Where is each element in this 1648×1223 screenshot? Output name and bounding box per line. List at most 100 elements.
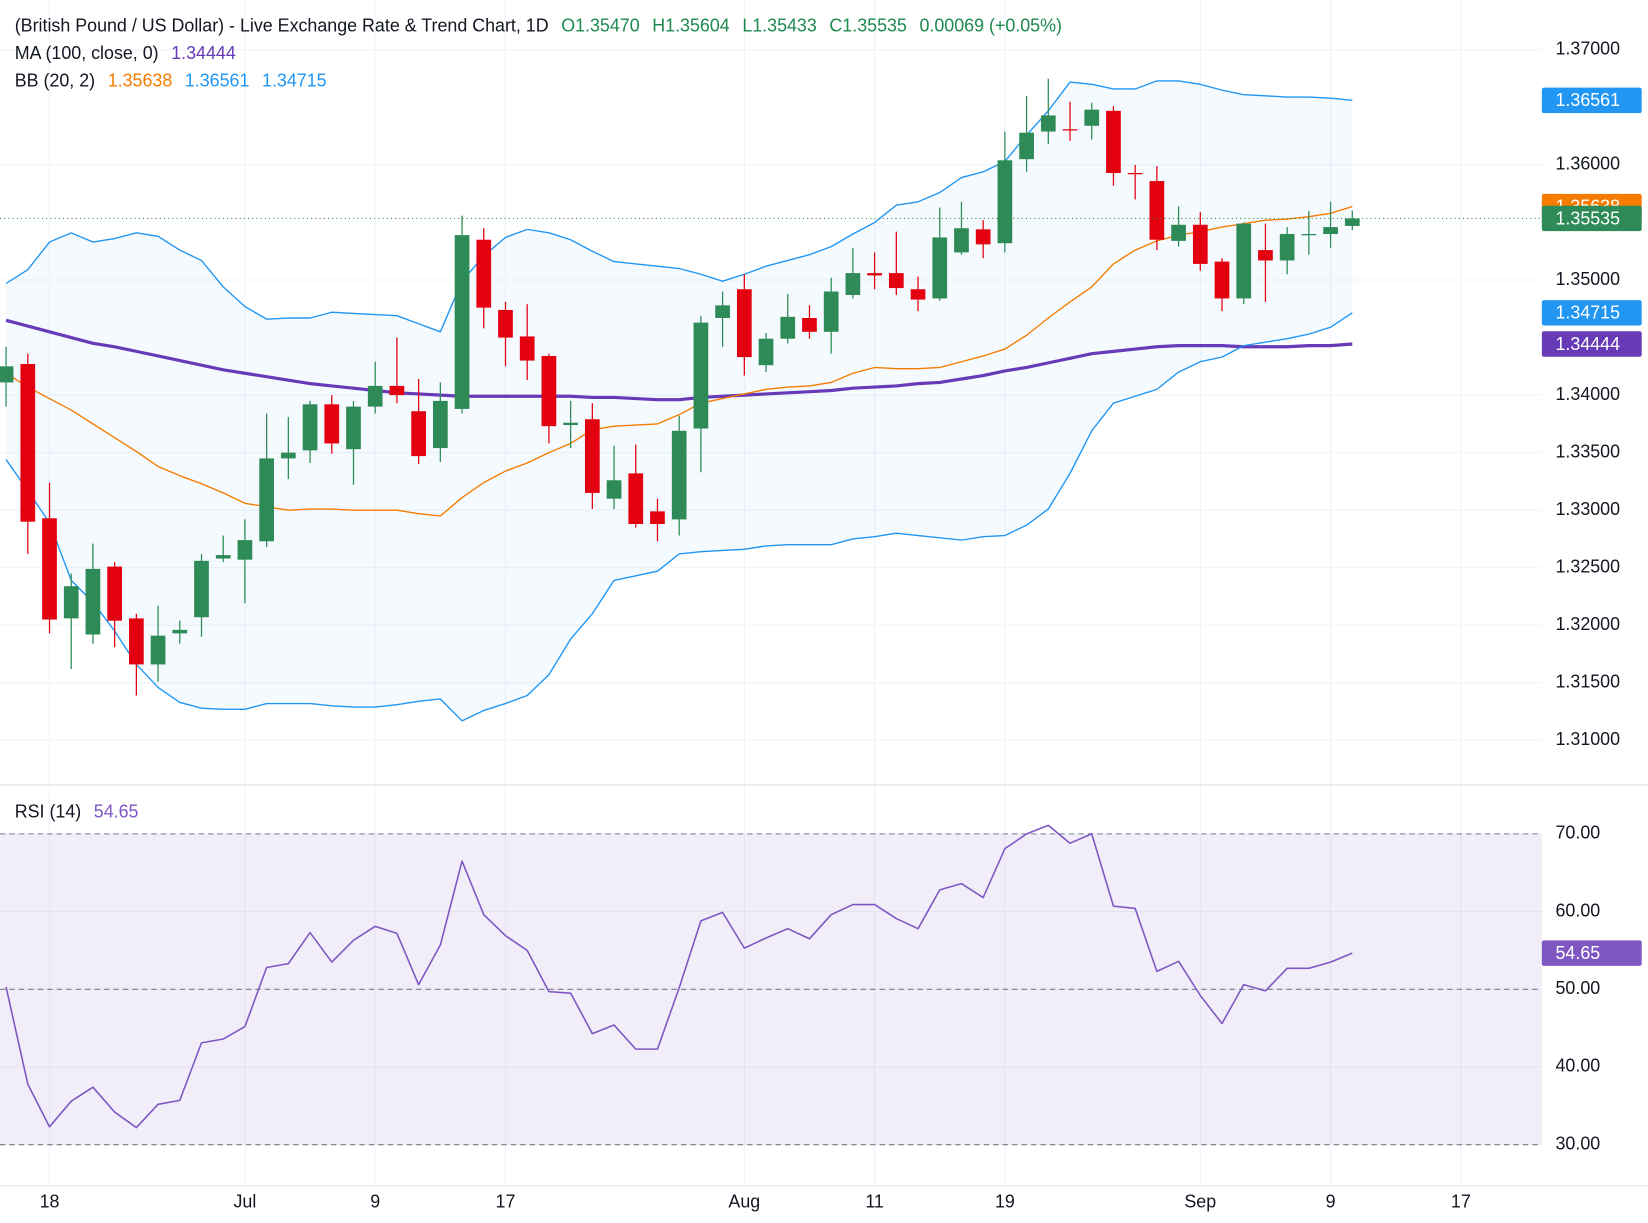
indicator-name: RSI (14) <box>15 801 81 821</box>
x-tick-label: 19 <box>995 1192 1015 1212</box>
indicator-name: MA (100, close, 0) <box>15 43 159 63</box>
x-tick-label: 17 <box>1451 1192 1471 1212</box>
price-badge <box>1541 940 1642 966</box>
candle-body <box>1236 223 1252 299</box>
candle-body <box>693 322 709 429</box>
bollinger-line <box>5 205 1353 517</box>
candle-body <box>845 273 861 295</box>
candle-body <box>888 273 904 289</box>
x-tick-label: 9 <box>370 1192 380 1212</box>
candle-body <box>476 239 492 308</box>
candle-body <box>1344 218 1360 226</box>
candle-body <box>650 511 665 525</box>
indicator-value: 1.36561 <box>185 70 250 90</box>
candle-body <box>367 385 383 407</box>
candle-body <box>20 364 36 522</box>
candle-body <box>129 618 144 665</box>
candle-body <box>541 355 557 427</box>
candle-body <box>997 160 1013 244</box>
price-badge <box>1541 300 1642 326</box>
price-badge <box>1541 331 1642 357</box>
x-tick-label: 17 <box>496 1192 516 1212</box>
ohlc-label: H1.35604 <box>652 15 729 35</box>
chart-title: (British Pound / US Dollar) - Live Excha… <box>15 15 549 35</box>
candle-body <box>389 385 405 396</box>
candle-body <box>85 568 101 635</box>
y-tick-label: 1.33500 <box>1556 441 1621 461</box>
candle-body <box>1084 109 1100 126</box>
candle-body <box>454 235 470 409</box>
y-tick-label: 1.36000 <box>1556 154 1621 174</box>
candle-body <box>606 480 622 499</box>
candle-body <box>411 411 426 457</box>
x-tick-label: Jul <box>234 1192 257 1212</box>
candle-body <box>954 228 969 253</box>
x-tick-label: 9 <box>1326 1192 1336 1212</box>
candle-body <box>498 309 513 338</box>
candle-body <box>0 366 14 383</box>
candle-body <box>63 586 79 619</box>
candle-body <box>1258 250 1273 261</box>
candle-body <box>1301 233 1317 236</box>
candle-body <box>42 518 57 620</box>
candle-body <box>432 400 448 449</box>
candle-body <box>628 473 644 525</box>
candle-body <box>823 291 839 332</box>
price-badge <box>1541 87 1642 114</box>
y-tick-label: 1.31500 <box>1556 672 1621 692</box>
y-tick-label: 1.35000 <box>1556 269 1621 289</box>
indicator-value: 1.34444 <box>171 43 236 63</box>
ohlc-label: L1.35433 <box>742 15 816 35</box>
y-tick-label: 40.00 <box>1556 1056 1601 1076</box>
price-badge <box>1541 205 1642 232</box>
candle-body <box>758 338 774 366</box>
candle-body <box>1127 172 1143 175</box>
candle-body <box>280 452 296 459</box>
x-tick-label: Aug <box>728 1192 760 1212</box>
ohlc-label: O1.35470 <box>561 15 639 35</box>
candle-body <box>671 430 687 520</box>
price-badge-label: 1.35535 <box>1556 208 1621 228</box>
candle-body <box>1214 261 1230 299</box>
y-tick-label: 1.33000 <box>1556 499 1621 519</box>
bollinger-line <box>5 80 1353 333</box>
axis-labels: 1.37000 1.36000 1.35000 1.34000 1.33500 1.330… <box>40 39 1621 1212</box>
indicator-value: 54.65 <box>94 801 139 821</box>
bollinger-line <box>5 312 1353 722</box>
candle-body <box>1192 224 1208 264</box>
candle-body <box>910 289 926 300</box>
candle-body <box>932 237 948 299</box>
candle-body <box>1040 115 1056 132</box>
y-tick-label: 1.32500 <box>1556 556 1621 576</box>
indicator-value: 1.35638 <box>108 70 173 90</box>
candle-body <box>324 404 340 444</box>
y-tick-label: 60.00 <box>1556 900 1601 920</box>
candle-body <box>1149 181 1165 240</box>
candle-body <box>715 305 730 318</box>
candle-body <box>1171 224 1186 241</box>
indicator-name: BB (20, 2) <box>15 70 95 90</box>
candle-body <box>736 289 752 358</box>
candle-body <box>802 317 817 332</box>
indicator-value: 1.34715 <box>262 70 327 90</box>
y-tick-label: 1.32000 <box>1556 614 1621 634</box>
y-tick-label: 1.34000 <box>1556 384 1621 404</box>
rsi-line <box>5 824 1353 1129</box>
plot-area <box>0 78 1542 1146</box>
ohlc-label: C1.35535 <box>829 15 906 35</box>
x-tick-label: 11 <box>865 1192 884 1212</box>
candle-body <box>1279 233 1295 261</box>
y-tick-label: 30.00 <box>1556 1133 1601 1153</box>
candle-body <box>302 404 318 451</box>
candle-body <box>346 406 361 450</box>
y-tick-label: 1.37000 <box>1556 39 1621 59</box>
candle-body <box>1019 132 1034 160</box>
candle-body <box>1062 129 1078 131</box>
moving-average-line <box>5 318 1353 402</box>
candle-body <box>237 540 253 560</box>
candle-body <box>1106 110 1121 173</box>
candle-body <box>780 316 796 339</box>
candle-body <box>259 458 274 542</box>
